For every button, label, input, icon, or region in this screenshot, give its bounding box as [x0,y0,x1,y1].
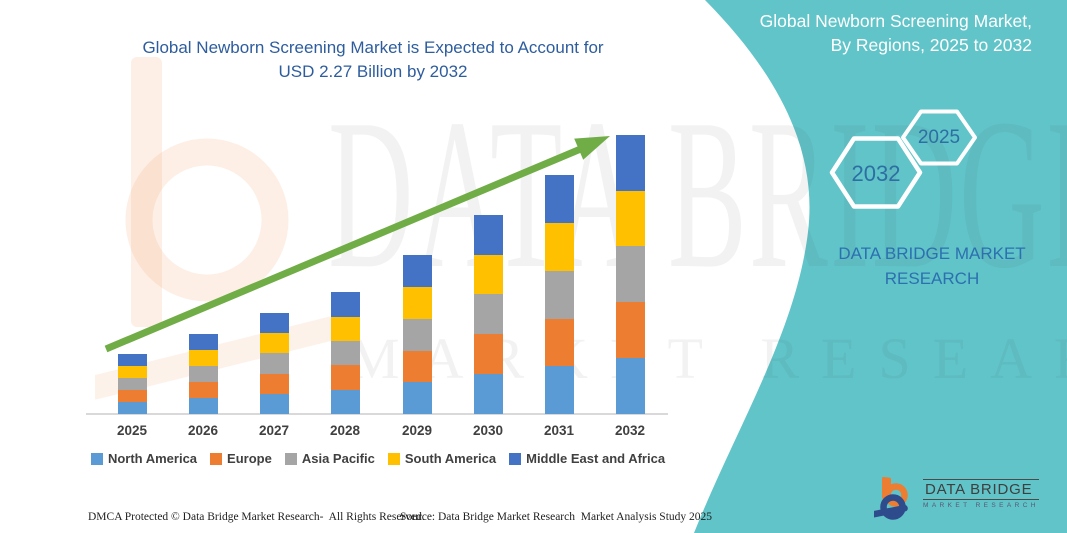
bar-segment-2027-south-america [259,333,289,354]
bar-segment-2032-north-america [615,358,645,414]
footer-source: Source: Data Bridge Market Research Mark… [400,511,713,523]
hexagon-year-2025: 2025 [917,127,961,148]
hexagons-graphic [829,109,977,209]
x-axis-label-2031: 2031 [543,423,575,438]
bar-segment-2025-south-america [117,365,147,378]
bar-segment-2028-asia-pacific [330,340,360,366]
bar-segment-2028-south-america [330,316,360,341]
legend-item-middle-east-and-africa: Middle East and Africa [509,451,665,466]
x-axis-label-2030: 2030 [472,423,504,438]
bar-segment-2025-asia-pacific [117,377,147,390]
x-axis-label-2025: 2025 [116,423,148,438]
x-axis-label-2026: 2026 [187,423,219,438]
bar-segment-2029-europe [402,350,432,383]
bar-segment-2026-north-america [188,398,218,414]
x-axis-label-2029: 2029 [401,423,433,438]
bar-segment-2030-north-america [473,374,503,414]
bar-segment-2026-europe [188,382,218,398]
bar-segment-2028-europe [330,365,360,390]
bar-segment-2032-asia-pacific [615,246,645,303]
side-panel-brand-line1: DATA BRIDGE MARKET [838,244,1026,263]
bar-segment-2028-north-america [330,389,360,414]
chart-title-line2: USD 2.27 Billion by 2032 [278,62,468,81]
bar-segment-2030-middle-east-and-africa [473,214,503,255]
legend-label: Middle East and Africa [526,451,666,466]
bar-segment-2027-middle-east-and-africa [259,313,289,334]
legend-item-europe: Europe [210,451,272,466]
bar-segment-2025-europe [117,389,147,402]
logo-subtitle: MARKET RESEARCH [923,502,1039,509]
bar-segment-2031-asia-pacific [544,270,574,319]
chart-legend: North America Europe Asia Pacific South Ame… [88,451,668,466]
legend-marker-icon [90,452,103,465]
bar-segment-2029-south-america [402,287,432,319]
side-panel-title-line1: Global Newborn Screening Market, [759,11,1032,31]
legend-label: Europe [227,451,272,466]
bar-segment-2030-south-america [473,254,503,295]
footer-copyright: DMCA Protected © Data Bridge Market Rese… [88,511,425,523]
hexagon-back-icon [829,136,923,209]
chart-title-line1: Global Newborn Screening Market is Expec… [142,38,604,57]
x-axis-label-2028: 2028 [329,423,361,438]
legend-label: South America [404,451,497,466]
side-panel-brand-text: DATA BRIDGE MARKET RESEARCH [832,241,1032,291]
legend-marker-icon [387,452,400,465]
bar-segment-2031-europe [544,318,574,367]
bar-segment-2029-north-america [402,382,432,414]
x-axis-label-2032: 2032 [614,423,646,438]
bar-segment-2026-middle-east-and-africa [188,334,218,351]
bar-segment-2031-south-america [544,223,574,271]
logo-name: DATA BRIDGE [923,479,1039,500]
bar-segment-2032-south-america [615,190,645,247]
bar-segment-2026-south-america [188,350,218,367]
bar-segment-2027-north-america [259,393,289,414]
hexagon-year-2032: 2032 [851,161,901,186]
data-bridge-logo-icon [874,476,908,520]
bar-segment-2031-middle-east-and-africa [544,175,574,224]
legend-item-south-america: South America [387,451,497,466]
bar-segment-2030-europe [473,334,503,375]
bar-segment-2025-middle-east-and-africa [117,353,147,366]
legend-marker-icon [509,452,522,465]
legend-item-north-america: North America [90,451,198,466]
chart-title: Global Newborn Screening Market is Expec… [118,36,628,84]
bar-segment-2029-middle-east-and-africa [402,255,432,288]
bar-segment-2027-asia-pacific [259,353,289,374]
legend-marker-icon [284,452,297,465]
legend-label: Asia Pacific [301,451,375,466]
bar-segment-2032-middle-east-and-africa [615,134,645,191]
bar-segment-2027-europe [259,373,289,394]
x-axis-label-2027: 2027 [258,423,290,438]
side-panel-title: Global Newborn Screening Market, By Regi… [692,10,1032,57]
bar-segment-2025-north-america [117,401,147,414]
bar-segment-2026-asia-pacific [188,366,218,382]
bar-segment-2028-middle-east-and-africa [330,292,360,317]
data-bridge-logo: DATA BRIDGE MARKET RESEARCH [874,475,1039,525]
bar-segment-2030-asia-pacific [473,294,503,335]
bar-segment-2032-europe [615,302,645,359]
legend-label: North America [107,451,198,466]
bar-segment-2031-north-america [544,366,574,414]
x-axis-line [86,413,668,415]
side-panel-brand-line2: RESEARCH [884,269,980,288]
hexagon-front-icon [901,109,977,166]
data-bridge-logo-text: DATA BRIDGE MARKET RESEARCH [923,475,1039,509]
legend-item-asia-pacific: Asia Pacific [284,451,375,466]
bar-segment-2029-asia-pacific [402,318,432,351]
side-panel-title-line2: By Regions, 2025 to 2032 [830,34,1032,55]
legend-marker-icon [210,452,223,465]
